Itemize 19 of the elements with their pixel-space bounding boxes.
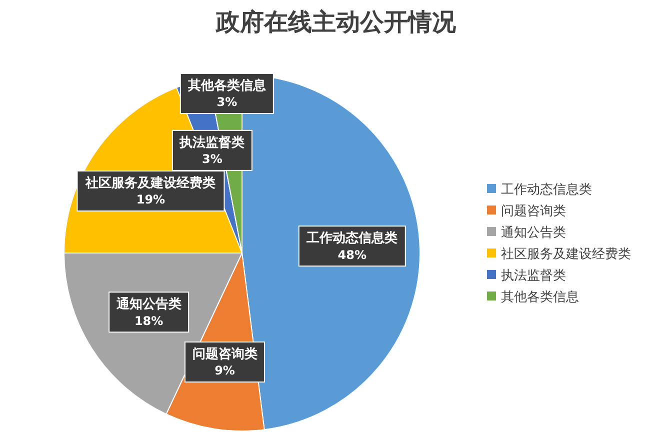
slice-label: 其他各类信息 — [186, 78, 267, 94]
slice-label: 通知公告类 — [115, 296, 182, 312]
slice-label: 执法监督类 — [178, 134, 245, 150]
legend-label: 执法监督类 — [501, 268, 566, 284]
legend-label: 社区服务及建设经费类 — [501, 247, 631, 262]
legend-label: 其他各类信息 — [501, 290, 579, 306]
data-label: 18% — [134, 314, 164, 328]
data-label: 9% — [214, 364, 235, 378]
chart-title: 政府在线主动公开情况 — [215, 7, 457, 36]
legend-label: 问题咨询类 — [501, 204, 566, 220]
slice-label: 问题咨询类 — [192, 347, 258, 362]
slice-label: 工作动态信息类 — [306, 230, 398, 246]
data-label: 3% — [202, 152, 222, 166]
data-label: 48% — [338, 248, 367, 262]
slice-label: 社区服务及建设经费类 — [84, 175, 216, 192]
data-label: 3% — [216, 95, 238, 110]
legend-label: 工作动态信息类 — [501, 182, 592, 198]
data-label: 19% — [136, 192, 166, 207]
legend-label: 通知公告类 — [501, 226, 566, 241]
